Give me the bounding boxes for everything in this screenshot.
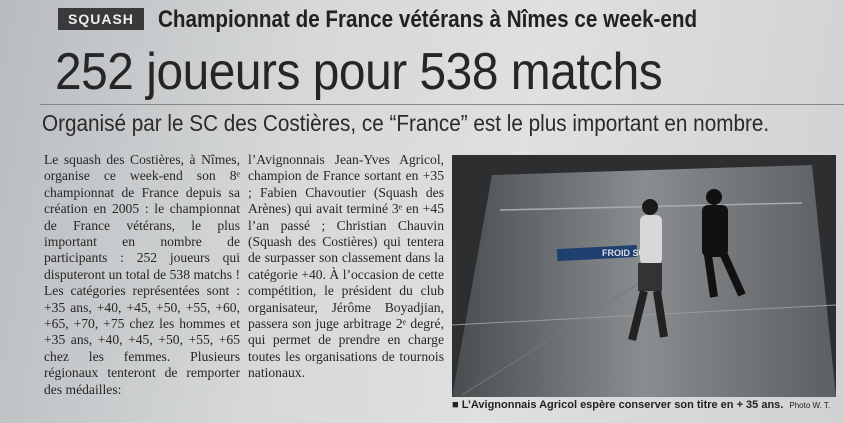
court-line [452, 304, 836, 326]
standfirst: Organisé par le SC des Costières, ce “Fr… [42, 110, 770, 136]
caption-text: ■ L’Avignonnais Agricol espère conserver… [452, 399, 784, 411]
body-column: l’Avignonnais Jean-Yves Agricol, champio… [248, 152, 444, 381]
section-tag: SQUASH [58, 8, 144, 30]
rule [40, 104, 844, 105]
player [702, 189, 746, 298]
wall-text: FROID SUD [602, 248, 652, 258]
photo-caption: ■ L’Avignonnais Agricol espère conserver… [452, 399, 830, 411]
tin-board [556, 244, 638, 262]
headline: 252 joueurs pour 538 matchs [55, 43, 663, 101]
photo-credit: Photo W. T. [789, 401, 831, 410]
photo: FROID SUD [452, 155, 836, 397]
body-column: Le squash des Costières, à Nîmes, organi… [44, 152, 240, 397]
player [628, 199, 668, 341]
court-line [461, 274, 653, 396]
kicker: Championnat de France vétérans à Nîmes c… [158, 6, 698, 33]
